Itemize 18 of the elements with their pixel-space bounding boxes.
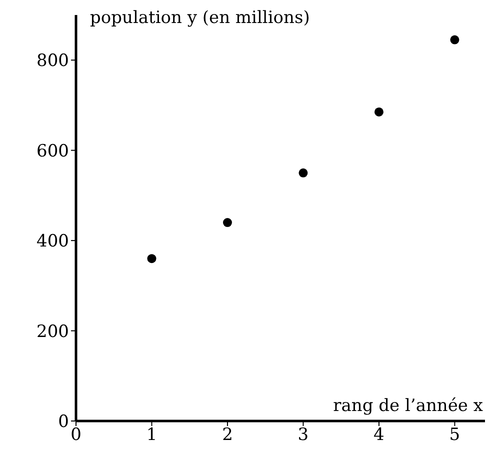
point <box>222 218 232 228</box>
y-axis-title: population y (en millions) <box>90 8 310 28</box>
y-tick-label: 600 <box>36 141 69 162</box>
x-tick-label: 2 <box>222 425 233 446</box>
y-tick-label: 0 <box>58 412 69 432</box>
point <box>374 107 384 116</box>
y-tick-label: 200 <box>36 322 69 342</box>
x-tick-label: 5 <box>449 425 460 446</box>
x-tick-label: 0 <box>70 425 82 446</box>
y-tick-label: 400 <box>36 232 69 252</box>
x-axis-title: rang de l’année x <box>333 396 484 416</box>
x-tick-label: 1 <box>146 425 158 446</box>
point <box>147 254 156 264</box>
point <box>450 35 460 44</box>
point <box>298 168 308 178</box>
x-tick-label: 3 <box>298 425 309 446</box>
x-tick-label: 4 <box>374 425 384 446</box>
y-tick-label: 800 <box>36 51 69 72</box>
